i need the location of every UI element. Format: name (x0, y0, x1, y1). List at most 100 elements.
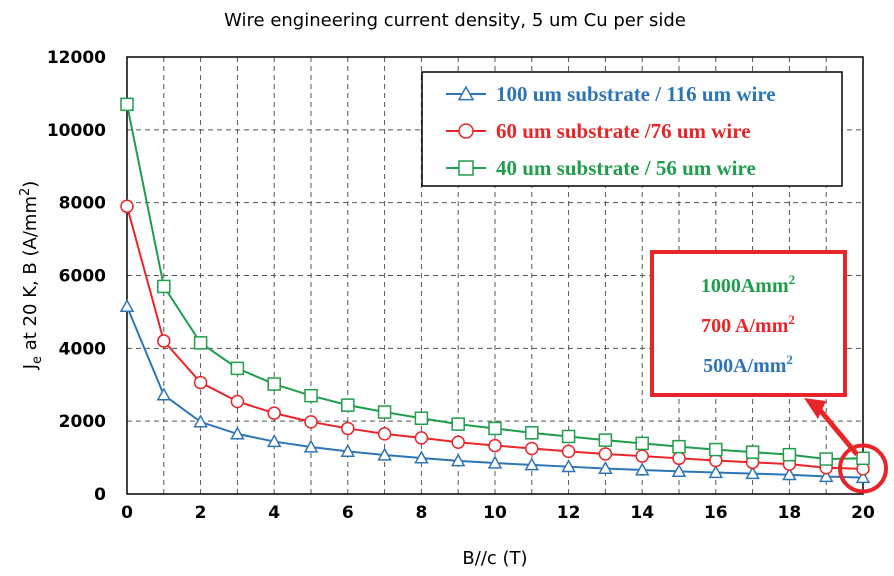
data-point-square (451, 417, 465, 431)
data-point-triangle (377, 447, 392, 461)
data-point-circle (230, 394, 245, 409)
y-tick-label: 8000 (59, 194, 106, 214)
data-point-circle (304, 415, 318, 429)
data-point-circle (414, 431, 429, 445)
series-square (120, 97, 870, 466)
y-tick-label: 0 (94, 485, 106, 505)
data-point-triangle (708, 464, 724, 479)
data-point-square (377, 405, 392, 419)
axes: 0 2 4 6 8 10 12 14 16 18 20 0 2000 4000 6000 8000 10000 1… (47, 48, 875, 523)
data-point-circle (458, 123, 474, 139)
x-tick-label: 16 (704, 503, 728, 523)
data-point-circle (157, 334, 171, 348)
data-point-triangle (524, 457, 540, 471)
data-point-circle (561, 444, 576, 459)
x-tick-label: 12 (557, 503, 581, 523)
highlight-circle (838, 443, 888, 494)
data-point-triangle (266, 434, 282, 448)
annotation-box (650, 250, 847, 397)
data-point-square (488, 421, 502, 436)
y-tick-label: 2000 (59, 412, 106, 432)
data-point-triangle (450, 453, 466, 467)
y-axis-label: Je at 20 K, B (A/mm2) (18, 181, 45, 371)
x-tick-label: 10 (483, 503, 507, 523)
data-point-square (856, 451, 870, 466)
data-point-triangle (671, 463, 687, 477)
data-point-circle (120, 199, 134, 214)
data-point-square (157, 279, 171, 294)
data-point-square (120, 97, 134, 112)
data-point-triangle (745, 466, 760, 480)
data-point-square (458, 160, 474, 176)
x-tick-label: 8 (415, 503, 427, 523)
data-point-square (635, 436, 649, 451)
data-point-square (341, 398, 355, 412)
x-tick-label: 2 (195, 503, 207, 523)
data-point-square (709, 442, 723, 457)
data-point-triangle (855, 470, 871, 484)
annotation-line: 1000Amm2 (701, 272, 795, 297)
data-point-square (561, 429, 576, 444)
annotation: 1000Amm2 700 A/mm2 500A/mm2 (650, 250, 888, 494)
data-point-square (819, 452, 833, 466)
legend-label: 100 um substrate / 116 um wire (496, 82, 776, 106)
data-point-circle (598, 447, 613, 461)
data-point-circle (377, 427, 392, 441)
data-point-triangle (782, 467, 797, 481)
data-point-circle (193, 375, 208, 390)
data-point-triangle (303, 439, 319, 453)
data-point-triangle (193, 414, 208, 428)
data-point-circle (635, 449, 649, 463)
data-point-square (672, 439, 686, 454)
legend-label: 40 um substrate / 56 um wire (496, 156, 756, 180)
data-point-square (267, 377, 281, 391)
data-point-square (230, 361, 245, 376)
legend: 100 um substrate / 116 um wire 60 um subs… (421, 71, 843, 187)
data-point-square (304, 388, 318, 403)
data-point-triangle (457, 85, 475, 101)
data-point-triangle (818, 468, 834, 483)
x-tick-label: 14 (630, 503, 654, 523)
data-point-circle (672, 451, 686, 466)
data-point-circle (341, 421, 355, 436)
data-point-triangle (156, 387, 172, 401)
data-point-triangle (561, 459, 576, 473)
data-point-square (598, 433, 613, 447)
data-point-triangle (230, 426, 245, 440)
data-point-square (525, 426, 539, 440)
y-tick-label: 6000 (59, 267, 106, 287)
series-triangle (119, 298, 871, 484)
data-point-circle (267, 406, 281, 420)
legend-label: 60 um substrate /76 um wire (496, 119, 751, 143)
y-tick-label: 12000 (47, 48, 106, 68)
data-point-triangle (634, 462, 650, 476)
y-tick-label: 10000 (47, 121, 106, 141)
data-point-triangle (414, 450, 429, 464)
chart-title: Wire engineering current density, 5 um C… (224, 10, 686, 31)
data-point-square (414, 411, 429, 426)
x-tick-label: 0 (121, 503, 133, 523)
data-point-triangle (487, 455, 503, 469)
data-point-circle (488, 438, 502, 453)
x-axis-label: B//c (T) (462, 548, 527, 569)
x-tick-label: 20 (851, 503, 875, 523)
plot-frame (126, 56, 864, 495)
x-tick-label: 18 (778, 503, 802, 523)
data-point-triangle (119, 298, 135, 313)
legend-box (421, 71, 843, 187)
y-tick-label: 4000 (59, 339, 106, 359)
data-point-square (745, 445, 760, 459)
data-point-square (193, 336, 208, 350)
data-point-triangle (340, 443, 356, 457)
annotation-arrowhead (804, 398, 826, 419)
annotation-line: 500A/mm2 (703, 352, 793, 377)
annotation-line: 700 A/mm2 (701, 312, 795, 337)
x-tick-label: 4 (268, 503, 280, 523)
annotation-arrow (818, 408, 859, 457)
x-tick-label: 6 (342, 503, 354, 523)
data-point-circle (451, 435, 465, 450)
series-layer (119, 97, 871, 484)
data-point-square (782, 447, 797, 462)
data-point-circle (525, 441, 539, 456)
